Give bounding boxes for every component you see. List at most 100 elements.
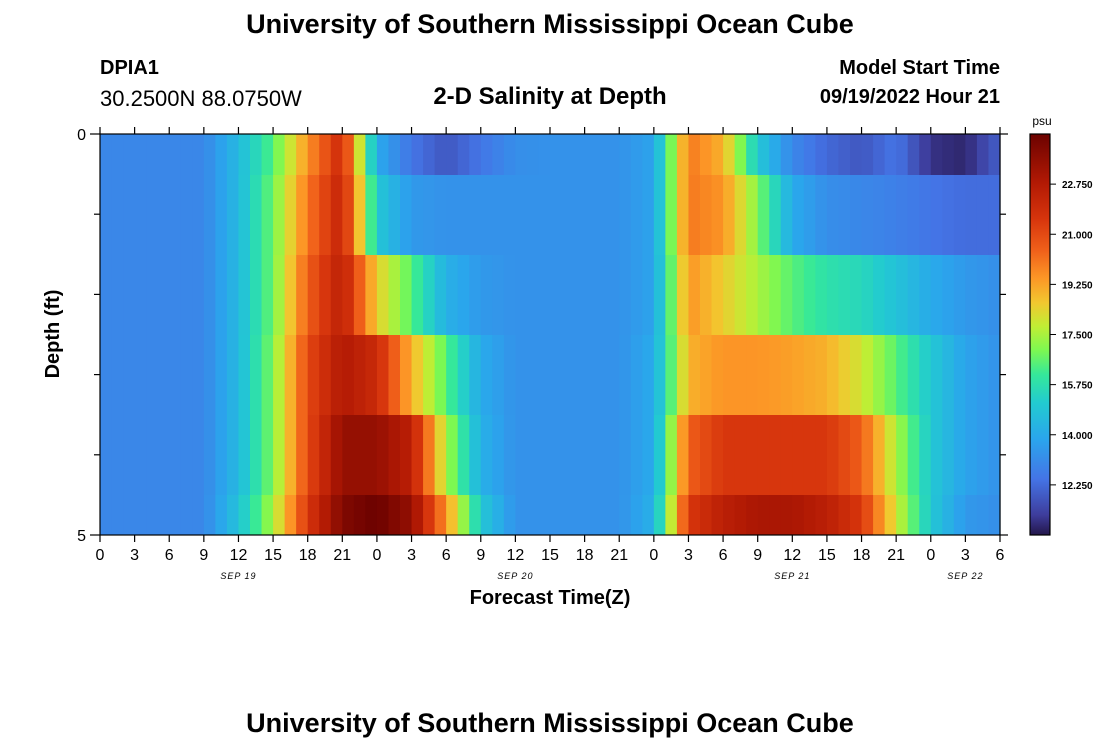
heatmap-cell — [526, 495, 540, 535]
heatmap-cell — [861, 415, 874, 495]
heatmap-cell — [734, 175, 747, 255]
heatmap-cell — [400, 255, 413, 335]
heatmap-cell — [180, 255, 193, 335]
heatmap-cell — [100, 335, 113, 415]
heatmap-cell — [111, 175, 124, 255]
heatmap-cell — [584, 175, 597, 255]
heatmap-cell — [273, 495, 286, 535]
heatmap-cell — [192, 175, 205, 255]
heatmap-cell — [480, 255, 493, 335]
heatmap-cell — [746, 175, 759, 255]
heatmap-cell — [492, 335, 505, 415]
heatmap-cell — [365, 134, 378, 175]
heatmap-cell — [365, 255, 378, 335]
colorbar-tick-label: 14.000 — [1062, 431, 1093, 442]
heatmap-cell — [896, 495, 909, 535]
heatmap-cell — [226, 415, 240, 495]
heatmap-cell — [826, 175, 840, 255]
heatmap-cell — [780, 134, 793, 175]
heatmap-cell — [365, 335, 378, 415]
heatmap-cell — [307, 255, 320, 335]
heatmap-cell — [400, 415, 413, 495]
heatmap-cell — [469, 255, 482, 335]
heatmap-cell — [180, 134, 193, 175]
heatmap-cell — [953, 335, 966, 415]
heatmap-cell — [203, 495, 216, 535]
heatmap-cell — [607, 415, 620, 495]
x-tick-label: 6 — [996, 547, 1005, 564]
heatmap-cell — [942, 415, 955, 495]
heatmap-cell — [503, 134, 516, 175]
heatmap-cell — [619, 415, 632, 495]
heatmap-cell — [550, 495, 563, 535]
heatmap-cell — [953, 134, 966, 175]
heatmap-cell — [515, 415, 528, 495]
heatmap-cell — [780, 175, 793, 255]
heatmap-cell — [492, 255, 505, 335]
heatmap-cell — [353, 415, 366, 495]
heatmap-cell — [434, 134, 447, 175]
heatmap-cell — [792, 175, 805, 255]
heatmap-cell — [642, 335, 655, 415]
x-tick-label: 0 — [649, 547, 658, 564]
heatmap-cell — [457, 495, 470, 535]
heatmap-cell — [688, 134, 701, 175]
heatmap-cell — [469, 134, 482, 175]
heatmap-cell — [134, 335, 147, 415]
heatmap-cell — [226, 175, 240, 255]
heatmap-cell — [919, 255, 932, 335]
heatmap-cell — [296, 134, 309, 175]
heatmap-cell — [803, 255, 816, 335]
heatmap-cell — [169, 495, 182, 535]
heatmap-cell — [146, 335, 159, 415]
heatmap-cell — [434, 415, 447, 495]
heatmap-cell — [792, 495, 805, 535]
heatmap-cell — [157, 255, 170, 335]
heatmap-cell — [676, 134, 690, 175]
x-tick-label: 9 — [753, 547, 762, 564]
heatmap-cell — [250, 335, 263, 415]
heatmap-cell — [838, 134, 851, 175]
colorbar-tick-label: 12.250 — [1062, 481, 1093, 492]
heatmap-cell — [700, 415, 713, 495]
heatmap-cell — [873, 175, 886, 255]
heatmap-cell — [226, 335, 240, 415]
heatmap-cell — [976, 255, 990, 335]
heatmap-cell — [550, 335, 563, 415]
x-tick-label: 18 — [299, 547, 317, 564]
heatmap-cell — [284, 175, 297, 255]
heatmap-cell — [423, 495, 436, 535]
model-start-value: 09/19/2022 Hour 21 — [819, 86, 1000, 108]
heatmap-cell — [423, 335, 436, 415]
heatmap-cell — [861, 134, 874, 175]
heatmap-cell — [561, 415, 574, 495]
heatmap-cell — [965, 415, 978, 495]
heatmap-cell — [561, 335, 574, 415]
heatmap-cell — [434, 175, 447, 255]
heatmap-cell — [480, 415, 493, 495]
heatmap-cell — [850, 255, 863, 335]
heatmap-cell — [457, 415, 470, 495]
heatmap-cell — [665, 134, 678, 175]
heatmap-cell — [711, 134, 724, 175]
heatmap-cell — [976, 175, 990, 255]
heatmap-cell — [319, 175, 332, 255]
heatmap-cell — [411, 134, 424, 175]
heatmap-cell — [665, 175, 678, 255]
heatmap-cell — [850, 175, 863, 255]
heatmap-cell — [769, 175, 782, 255]
heatmap-cell — [942, 335, 955, 415]
heatmap-cell — [457, 335, 470, 415]
date-label: SEP 22 — [947, 571, 983, 581]
heatmap-cell — [434, 255, 447, 335]
heatmap-cell — [469, 175, 482, 255]
heatmap-cell — [192, 255, 205, 335]
heatmap-cell — [803, 335, 816, 415]
heatmap-cell — [561, 175, 574, 255]
heatmap-cell — [780, 415, 793, 495]
heatmap-cell — [642, 415, 655, 495]
colorbar-tick-label: 19.250 — [1062, 280, 1093, 291]
heatmap-cell — [838, 335, 851, 415]
heatmap-cell — [169, 415, 182, 495]
heatmap-cell — [803, 175, 816, 255]
